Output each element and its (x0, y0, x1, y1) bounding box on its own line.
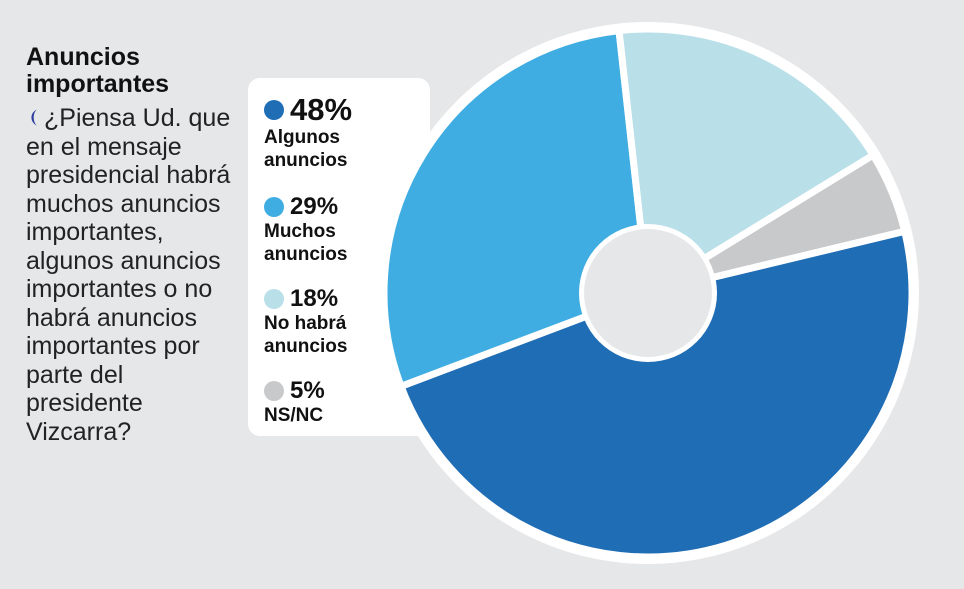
legend-percent: 18% (290, 285, 339, 312)
legend-item-nsnc: 5% NS/NC (264, 378, 384, 427)
legend-label: NS/NC (264, 405, 324, 426)
legend-label: Algunos anuncios (264, 127, 348, 171)
survey-question: ¿Piensa Ud. que en el mensaje presidenci… (26, 104, 241, 446)
legend-item-algunos: 48% Algunos anuncios (264, 94, 384, 172)
legend-label: Muchos anuncios (264, 221, 348, 265)
pie-slice-algunos-anuncios (397, 227, 916, 561)
half-moon-icon (31, 109, 37, 126)
pie-slice-no-habr-anuncios (615, 25, 877, 297)
donut-hole (584, 229, 712, 357)
legend-dot (264, 100, 284, 120)
legend-dot (264, 197, 284, 217)
legend-item-no-habra: 18% No habrá anuncios (264, 286, 384, 358)
legend-percent: 48% (290, 92, 353, 127)
legend-dot (264, 289, 284, 309)
legend-label: No habrá anuncios (264, 313, 348, 357)
chart-title: Anuncios importantes (26, 43, 170, 98)
legend-item-muchos: 29% Muchos anuncios (264, 194, 384, 266)
legend-dot (264, 381, 284, 401)
legend-percent: 29% (290, 193, 339, 220)
legend-percent: 5% (290, 377, 325, 404)
survey-question-text: ¿Piensa Ud. que en el mensaje presidenci… (26, 104, 231, 446)
